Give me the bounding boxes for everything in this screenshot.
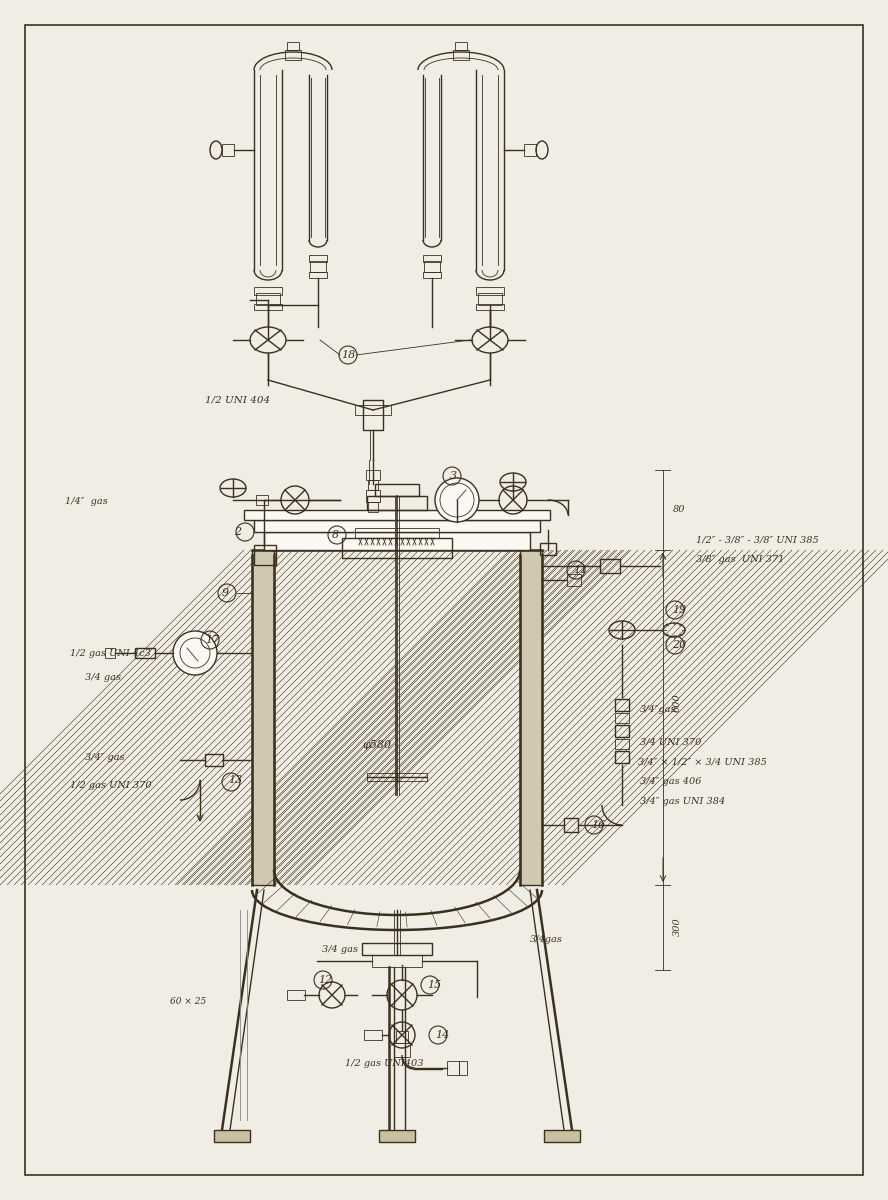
Text: 16: 16 [591, 820, 606, 830]
Text: 3/4gas: 3/4gas [530, 936, 563, 944]
Text: 80: 80 [673, 505, 686, 515]
Bar [135, 648, 155, 658]
Text: 3/4″ gas UNI 384: 3/4″ gas UNI 384 [640, 798, 725, 806]
Bar [105, 648, 115, 658]
Text: 19: 19 [672, 605, 686, 614]
Text: 1/2 gas UNI 4c3: 1/2 gas UNI 4c3 [70, 649, 151, 659]
Bar [615, 725, 629, 737]
Text: 3/4″ × 1/2″ × 3/4 UNI 385: 3/4″ × 1/2″ × 3/4 UNI 385 [638, 757, 767, 767]
Bar [342, 538, 452, 558]
Text: 2: 2 [234, 527, 242, 538]
Bar [254, 520, 540, 532]
Bar [423, 272, 441, 278]
Bar [254, 545, 276, 565]
Bar [252, 550, 274, 886]
Text: 14: 14 [435, 1030, 449, 1040]
Bar [366, 470, 380, 480]
Bar [285, 50, 301, 60]
Text: 3/8″ gas  UNI 371: 3/8″ gas UNI 371 [696, 556, 784, 564]
Bar [564, 818, 578, 832]
Text: 1/4″  gas: 1/4″ gas [65, 498, 107, 506]
Bar [287, 42, 299, 50]
Text: 11: 11 [573, 565, 587, 575]
Bar [256, 293, 280, 305]
Text: φ580: φ580 [362, 740, 392, 750]
Text: 60 × 25: 60 × 25 [170, 997, 206, 1007]
Text: 300: 300 [673, 918, 682, 936]
Text: 3/4″gas: 3/4″gas [640, 706, 677, 714]
Text: 3/4 gas: 3/4 gas [85, 673, 121, 683]
Text: 1/2 UNI 404: 1/2 UNI 404 [205, 396, 270, 404]
Text: 3: 3 [450, 470, 457, 481]
Bar [254, 287, 282, 295]
Text: 1/2″ - 3/8″ - 3/8″ UNI 385: 1/2″ - 3/8″ - 3/8″ UNI 385 [696, 535, 819, 545]
Bar [254, 304, 282, 310]
Circle shape [435, 478, 479, 522]
Bar [375, 484, 419, 496]
Bar [367, 773, 427, 781]
Bar [423, 254, 441, 262]
Bar [478, 293, 502, 305]
Bar [447, 1061, 459, 1075]
Bar [309, 272, 327, 278]
Bar [394, 1043, 410, 1057]
Bar [455, 42, 467, 50]
Bar [214, 1130, 250, 1142]
Text: 3/4 UNI 370: 3/4 UNI 370 [640, 738, 702, 746]
Bar [222, 144, 234, 156]
Bar [264, 532, 530, 550]
Bar [256, 494, 268, 505]
Bar [615, 713, 629, 722]
Text: 17: 17 [205, 635, 219, 646]
Bar [544, 1130, 580, 1142]
Bar [367, 496, 427, 510]
Bar [459, 1061, 467, 1075]
Text: 3/4″ gas 406: 3/4″ gas 406 [640, 778, 702, 786]
Bar [615, 698, 629, 710]
Bar [520, 550, 542, 886]
Bar [368, 480, 378, 490]
Bar [600, 559, 620, 572]
Bar [364, 1030, 382, 1040]
Bar [205, 754, 223, 766]
Bar [362, 943, 432, 955]
Bar [424, 260, 440, 272]
Text: 15: 15 [427, 980, 441, 990]
Bar [540, 542, 556, 554]
Circle shape [173, 631, 217, 674]
Text: 1/2 gas UNI 370: 1/2 gas UNI 370 [70, 780, 152, 790]
Bar [355, 528, 439, 538]
Bar [309, 254, 327, 262]
Bar [244, 510, 550, 520]
Bar [355, 404, 391, 415]
Text: 18: 18 [341, 350, 355, 360]
Bar [567, 574, 581, 586]
Bar [366, 490, 380, 502]
Bar [287, 990, 305, 1000]
Text: 9: 9 [222, 588, 229, 598]
Bar [524, 144, 536, 156]
Text: 20: 20 [672, 640, 686, 650]
Bar [310, 260, 326, 272]
Text: 8: 8 [332, 530, 339, 540]
Bar [363, 400, 383, 430]
Text: 3/4″ gas: 3/4″ gas [85, 752, 124, 762]
Bar [615, 751, 629, 763]
Bar [396, 1031, 408, 1043]
Bar [476, 287, 504, 295]
Bar [476, 304, 504, 310]
Bar [379, 1130, 415, 1142]
Bar [453, 50, 469, 60]
Bar [372, 955, 422, 967]
Bar [368, 502, 378, 512]
Text: 1/2 gas UNI403: 1/2 gas UNI403 [345, 1058, 424, 1068]
Text: 13: 13 [228, 775, 242, 785]
Text: 12: 12 [318, 974, 332, 985]
Text: 600: 600 [673, 694, 682, 713]
Text: 3/4 gas: 3/4 gas [322, 946, 358, 954]
Bar [615, 739, 629, 749]
